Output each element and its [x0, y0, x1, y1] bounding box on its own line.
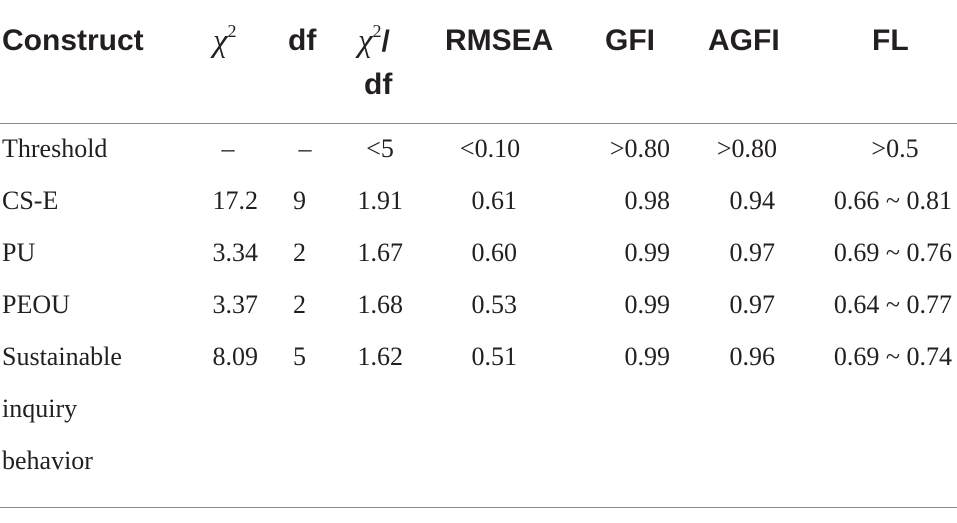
- header-chi-square-over-df: χ2/ df: [358, 21, 393, 102]
- row-threshold-chi2df: <5: [366, 134, 394, 163]
- row-threshold-agfi: >0.80: [716, 134, 777, 163]
- header-chi-square-over-df-symbol: χ: [358, 23, 373, 59]
- row-cse-rmsea: 0.61: [471, 186, 518, 215]
- row-pu-agfi: 0.97: [729, 238, 776, 267]
- row-peou-df: 2: [293, 290, 306, 319]
- row-sib-fl: 0.69 ~ 0.74: [833, 342, 952, 371]
- row-sib-chi2df: 1.62: [357, 342, 404, 371]
- row-cse-agfi: 0.94: [729, 186, 776, 215]
- row-sib-agfi: 0.96: [729, 342, 776, 371]
- header-chi-square-over-df-denominator: df: [364, 68, 393, 101]
- header-chi-square-over-df-exponent: 2: [372, 21, 382, 41]
- row-peou-gfi: 0.99: [624, 290, 671, 319]
- row-peou-chi2: 3.37: [212, 290, 259, 319]
- row-pu-gfi: 0.99: [624, 238, 671, 267]
- row-pu-df: 2: [293, 238, 306, 267]
- row-sib-df: 5: [293, 342, 306, 371]
- row-pu-rmsea: 0.60: [471, 238, 518, 267]
- header-chi-square-over-df-slash: /: [381, 25, 390, 58]
- row-pu-fl: 0.69 ~ 0.76: [833, 238, 952, 267]
- row-peou-fl: 0.64 ~ 0.77: [833, 290, 952, 319]
- row-threshold-construct: Threshold: [2, 134, 108, 163]
- header-construct: Construct: [2, 24, 144, 57]
- row-sib-construct-line2: inquiry: [2, 394, 78, 423]
- row-peou-rmsea: 0.53: [471, 290, 518, 319]
- row-cse-fl: 0.66 ~ 0.81: [833, 186, 952, 215]
- row-cse-chi2: 17.2: [212, 186, 259, 215]
- row-peou-agfi: 0.97: [729, 290, 776, 319]
- row-sib-gfi: 0.99: [624, 342, 671, 371]
- header-rmsea: RMSEA: [445, 24, 554, 57]
- row-sib-chi2: 8.09: [212, 342, 259, 371]
- row-cse-df: 9: [293, 186, 306, 215]
- row-pu-construct: PU: [2, 238, 36, 267]
- bottom-divider: [0, 507, 957, 508]
- row-threshold-fl: >0.5: [871, 134, 919, 163]
- row-cse-gfi: 0.98: [624, 186, 671, 215]
- row-threshold-gfi: >0.80: [609, 134, 670, 163]
- row-pu-chi2df: 1.67: [357, 238, 404, 267]
- header-df: df: [288, 24, 317, 57]
- header-agfi: AGFI: [708, 24, 780, 57]
- header-divider: [0, 123, 957, 124]
- row-threshold-rmsea: <0.10: [459, 134, 521, 163]
- row-cse-chi2df: 1.91: [357, 186, 404, 215]
- row-peou-construct: PEOU: [2, 290, 70, 319]
- header-gfi: GFI: [605, 24, 655, 57]
- row-threshold-chi2: –: [221, 134, 235, 163]
- row-pu-chi2: 3.34: [212, 238, 259, 267]
- row-sib-rmsea: 0.51: [471, 342, 518, 371]
- header-fl: FL: [872, 24, 909, 57]
- header-chi-square-exponent: 2: [227, 21, 237, 41]
- row-peou-chi2df: 1.68: [357, 290, 404, 319]
- row-cse-construct: CS-E: [2, 186, 59, 215]
- header-chi-square: χ2: [213, 21, 237, 62]
- row-threshold-df: –: [298, 134, 312, 163]
- header-chi-square-symbol: χ: [213, 23, 228, 59]
- row-sib-construct-line1: Sustainable: [2, 342, 122, 371]
- row-sib-construct-line3: behavior: [2, 446, 93, 475]
